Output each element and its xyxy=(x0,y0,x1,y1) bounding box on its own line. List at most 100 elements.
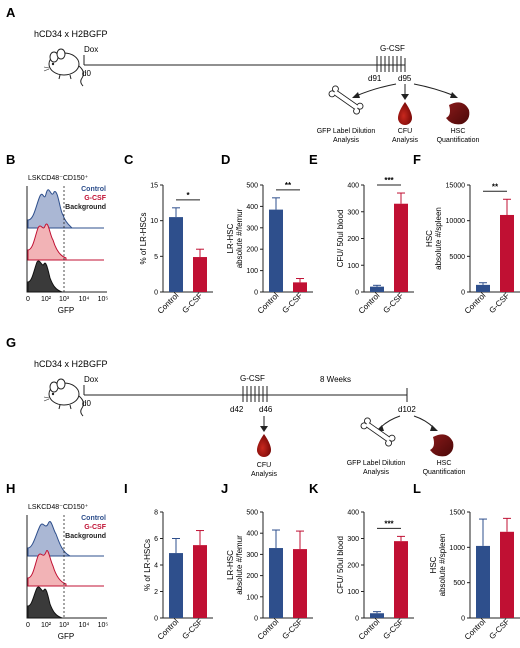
outcome-label: GFP Label Dilution xyxy=(317,128,376,135)
bar xyxy=(500,531,514,618)
tick-label: 200 xyxy=(347,236,359,243)
bar xyxy=(193,257,207,292)
category-label: G-CSF xyxy=(180,617,204,641)
tick-label: 10⁴ xyxy=(79,296,90,303)
bar xyxy=(394,203,408,292)
tick-label: 400 xyxy=(347,183,359,190)
outcome-label: CFU xyxy=(257,462,271,469)
axis-label: LR-HSC xyxy=(226,550,235,580)
legend-background: Background xyxy=(65,533,106,540)
panel-label: F xyxy=(413,152,421,167)
histogram-title: LSKCD48⁻CD150⁺ xyxy=(28,175,89,182)
outcome-label: HSC xyxy=(437,460,452,467)
category-label: G-CSF xyxy=(487,617,511,641)
axis-label: CFU/ 50ul blood xyxy=(336,536,345,594)
category-label: G-CSF xyxy=(280,617,304,641)
gcsf-label-g: G-CSF xyxy=(240,374,265,383)
axis-label-gfp: GFP xyxy=(58,632,74,641)
axis-label: HSC xyxy=(425,230,434,247)
significance-label: ** xyxy=(492,182,499,191)
tick-label: 8 xyxy=(154,510,158,517)
panel-label: L xyxy=(413,481,421,496)
d91-label: d91 xyxy=(368,74,382,83)
axis-label: HSC xyxy=(429,556,438,573)
panel-label-h: H xyxy=(6,481,15,496)
dox-label: Dox xyxy=(84,45,98,54)
tick-label: 0 xyxy=(26,296,30,303)
axis-label-gfp: GFP xyxy=(58,306,74,315)
bar xyxy=(394,541,408,618)
dox-label: Dox xyxy=(84,375,98,384)
axis-label: LR-HSC xyxy=(226,223,235,253)
tick-label: 2 xyxy=(154,589,158,596)
tick-label: 10³ xyxy=(59,296,70,303)
category-label: G-CSF xyxy=(280,291,304,315)
tick-label: 500 xyxy=(246,510,258,517)
bar xyxy=(269,209,283,292)
tick-label: 5000 xyxy=(449,254,465,261)
category-label: G-CSF xyxy=(381,617,405,641)
outcome-label: Quantification xyxy=(437,137,480,144)
panel-label: D xyxy=(221,152,230,167)
axis-label: CFU/ 50ul blood xyxy=(336,210,345,268)
bar xyxy=(500,214,514,292)
d0-label: d0 xyxy=(82,399,91,408)
tick-label: 0 xyxy=(254,616,258,623)
spleen-icon xyxy=(446,102,470,125)
tick-label: 6 xyxy=(154,536,158,543)
bar xyxy=(169,553,183,618)
tick-label: 5 xyxy=(154,254,158,261)
axis-label: % of LR-HSCs xyxy=(143,539,152,591)
tick-label: 0 xyxy=(355,616,359,623)
tick-label: 500 xyxy=(246,183,258,190)
model-label-a: hCD34 x H2BGFP xyxy=(34,29,108,39)
d0-label: d0 xyxy=(82,69,91,78)
panel-label: J xyxy=(221,481,228,496)
category-label: Control xyxy=(156,617,181,642)
mouse-icon xyxy=(43,48,84,87)
d46-label: d46 xyxy=(259,405,273,414)
histogram-h xyxy=(26,515,107,619)
category-label: G-CSF xyxy=(180,291,204,315)
tick-label: 100 xyxy=(246,268,258,275)
tick-label: 10⁴ xyxy=(79,622,90,629)
bar xyxy=(476,284,490,292)
tick-label: 300 xyxy=(246,552,258,559)
category-label: Control xyxy=(463,617,488,642)
bone-icon xyxy=(328,85,364,115)
tick-label: 0 xyxy=(154,616,158,623)
category-label: Control xyxy=(357,291,382,316)
tick-label: 0 xyxy=(254,290,258,297)
tick-label: 200 xyxy=(246,247,258,254)
category-label: Control xyxy=(156,291,181,316)
tick-label: 400 xyxy=(246,531,258,538)
bar xyxy=(370,286,384,292)
panel-label: E xyxy=(309,152,318,167)
blood-drop-icon xyxy=(257,434,271,457)
category-label: Control xyxy=(357,617,382,642)
mouse-icon xyxy=(43,378,84,417)
tick-label: 1500 xyxy=(449,510,465,517)
tick-label: 15000 xyxy=(446,183,466,190)
outcome-label: Analysis xyxy=(251,471,278,478)
blood-drop-icon xyxy=(398,102,412,125)
panel-label: K xyxy=(309,481,319,496)
bar xyxy=(370,613,384,618)
histogram-b xyxy=(26,186,107,293)
axis-label: % of LR-HSCs xyxy=(139,212,148,264)
legend-background: Background xyxy=(65,204,106,211)
gcsf-label-a: G-CSF xyxy=(380,44,405,53)
tick-label: 0 xyxy=(154,290,158,297)
tick-label: 10000 xyxy=(446,218,466,225)
legend-gcsf: G-CSF xyxy=(84,524,107,531)
gcsf-injection-ticks xyxy=(242,386,268,402)
tick-label: 500 xyxy=(453,580,465,587)
d42-label: d42 xyxy=(230,405,244,414)
tick-label: 4 xyxy=(154,563,158,570)
bar xyxy=(293,282,307,292)
axis-label: absolute #/femur xyxy=(235,535,244,595)
significance-label: * xyxy=(186,191,190,200)
axis-label: absolute #/spleen xyxy=(434,207,443,270)
tick-label: 200 xyxy=(246,573,258,580)
